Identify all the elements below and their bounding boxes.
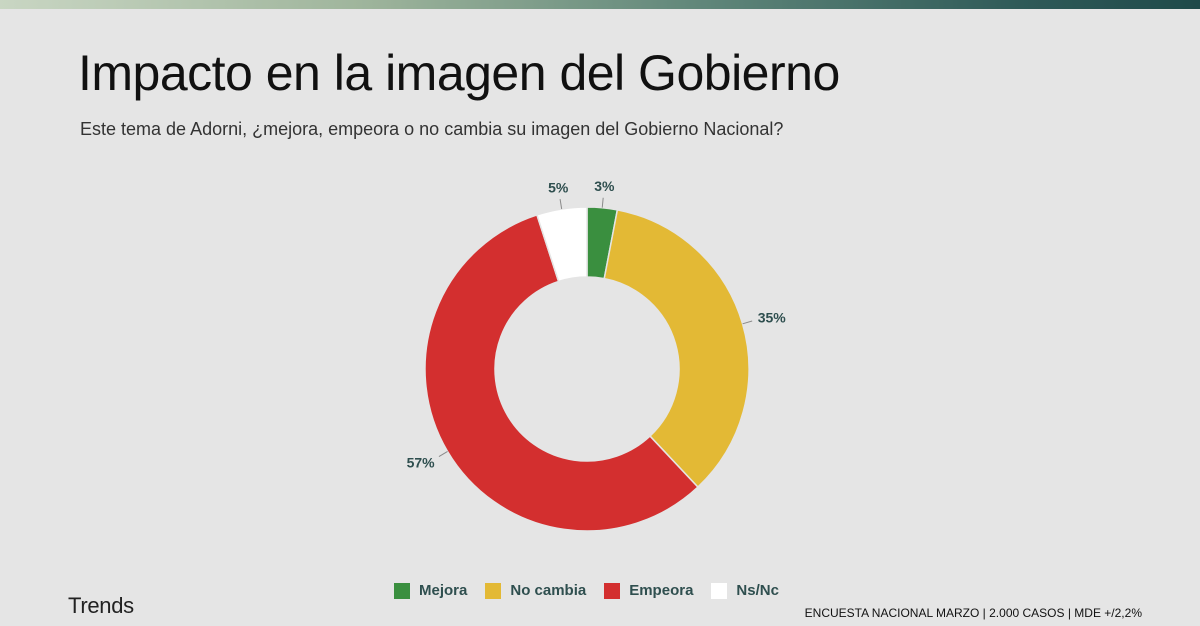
leader-line-no-cambia — [742, 320, 753, 325]
leader-line-ns-nc — [559, 199, 563, 210]
legend-label-ns-nc: Ns/Nc — [736, 582, 779, 599]
legend-item-mejora: Mejora — [394, 582, 467, 599]
legend-label-no-cambia: No cambia — [510, 582, 587, 599]
donut-slice-ns-nc — [535, 206, 588, 283]
data-label-no-cambia: 35% — [758, 310, 787, 326]
legend-swatch-empeora — [604, 582, 621, 599]
legend-swatch-no-cambia — [485, 582, 502, 599]
legend-label-empeora: Empeora — [629, 582, 694, 599]
page-title: Impacto en la imagen del Gobierno — [78, 45, 840, 101]
legend-item-no-cambia: No cambia — [485, 582, 586, 599]
top-accent-bar — [0, 0, 1200, 9]
brand-logo: Trends — [68, 593, 134, 618]
data-label-mejora: 3% — [594, 178, 615, 194]
legend-item-empeora: Empeora — [604, 582, 693, 599]
donut-slice-empeora — [424, 213, 699, 532]
legend-label-mejora: Mejora — [419, 582, 468, 599]
survey-footnote: ENCUESTA NACIONAL MARZO | 2.000 CASOS | … — [804, 606, 1142, 620]
data-label-empeora: 57% — [407, 455, 436, 471]
data-label-ns-nc: 5% — [548, 179, 569, 195]
chart-legend: Mejora No cambia Empeora Ns/Nc — [394, 582, 779, 599]
legend-item-ns-nc: Ns/Nc — [711, 582, 779, 599]
donut-slice-no-cambia — [603, 208, 750, 489]
leader-line-mejora — [601, 197, 604, 208]
leader-line-empeora — [438, 451, 448, 457]
page-subtitle: Este tema de Adorni, ¿mejora, empeora o … — [80, 119, 784, 139]
legend-swatch-ns-nc — [711, 582, 728, 599]
legend-swatch-mejora — [394, 582, 410, 599]
